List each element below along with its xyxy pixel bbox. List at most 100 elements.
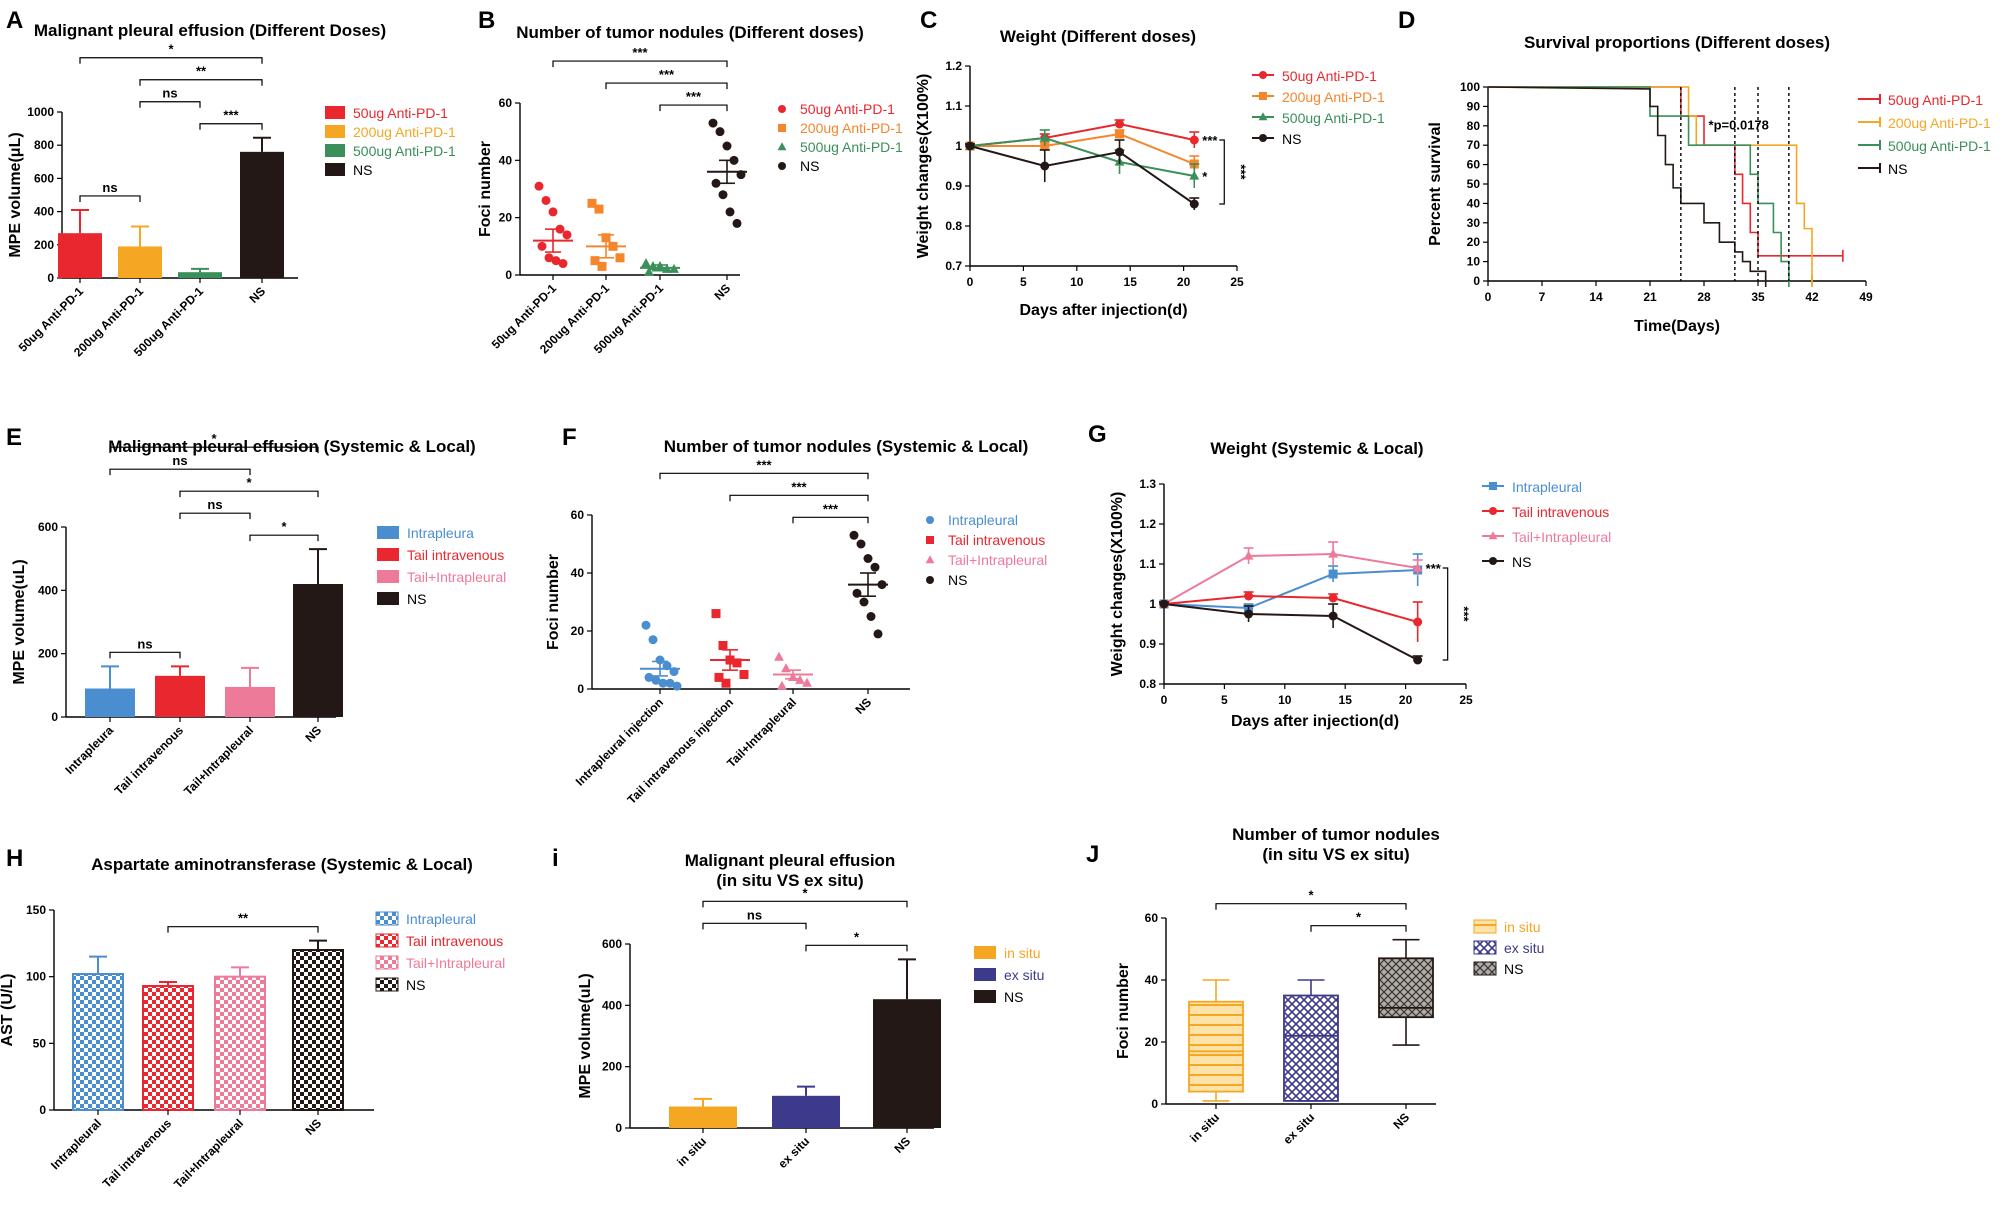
- bar: [72, 973, 124, 1111]
- x-tick-label: 15: [1124, 275, 1138, 289]
- x-tick-label: 0: [1485, 290, 1492, 304]
- x-axis-label: Days after injection(d): [1019, 302, 1187, 319]
- y-tick-label: 600: [34, 171, 54, 185]
- legend-label: ex situ: [1004, 967, 1044, 983]
- significance-label: ***: [632, 45, 648, 60]
- x-tick-label: NS: [302, 723, 324, 745]
- bar: [240, 151, 284, 278]
- significance-bracket: [79, 195, 141, 202]
- significance-label: ns: [207, 497, 222, 512]
- legend-swatch: [377, 570, 399, 583]
- significance-bracket: [792, 516, 869, 524]
- bar: [85, 688, 135, 717]
- x-tick-label: 25: [1230, 275, 1244, 289]
- data-point: [1115, 129, 1125, 139]
- legend-swatch: [325, 106, 345, 119]
- significance-label: ns: [137, 636, 152, 651]
- y-tick-label: 20: [1467, 235, 1481, 249]
- x-tick-label: 35: [1751, 290, 1765, 304]
- significance-bracket: [179, 490, 319, 498]
- significance-label: ***: [686, 89, 702, 104]
- legend-label: Tail+Intrapleural: [407, 569, 506, 585]
- legend-marker: [1488, 531, 1498, 540]
- chart-subtitle: (in situ VS ex situ): [716, 871, 863, 890]
- significance-label: ***: [659, 67, 675, 82]
- data-point: [1115, 119, 1125, 129]
- legend-label: 200ug Anti-PD-1: [1888, 115, 1991, 131]
- legend-swatch: [325, 144, 345, 157]
- legend-label: NS: [353, 162, 372, 178]
- x-tick-label: Tail intravenous: [100, 1116, 175, 1191]
- y-axis-label: Percent survival: [1427, 122, 1444, 246]
- y-tick-label: 0.7: [945, 259, 962, 273]
- chart-title: Weight (Different doses): [1000, 27, 1196, 46]
- data-point: [1159, 599, 1169, 609]
- significance-label: **: [196, 64, 207, 79]
- panel-letter: E: [6, 424, 22, 451]
- data-point: [965, 141, 975, 151]
- survival-curve: [1487, 86, 1767, 281]
- significance-bracket: [1442, 567, 1449, 661]
- data-point: [739, 670, 749, 679]
- y-tick-label: 50: [33, 1036, 47, 1050]
- data-point: [1189, 135, 1199, 145]
- legend-label: NS: [948, 572, 967, 588]
- data-point: [551, 256, 561, 266]
- y-tick-label: 1.1: [945, 99, 962, 113]
- legend-swatch: [377, 592, 399, 605]
- y-tick-label: 0.9: [945, 179, 962, 193]
- data-point: [774, 651, 784, 661]
- legend-label: NS: [1504, 961, 1523, 977]
- data-point: [711, 609, 721, 619]
- legend-swatch: [375, 933, 399, 948]
- y-tick-label: 0: [51, 710, 58, 724]
- y-tick-label: 20: [571, 624, 585, 638]
- data-point: [590, 256, 600, 266]
- legend-swatch: [325, 163, 345, 176]
- box: [1378, 938, 1434, 1046]
- legend-marker: [778, 105, 786, 113]
- x-tick-label: Tail+Intrapleural: [171, 1116, 246, 1191]
- x-axis-label: Time(Days): [1634, 318, 1720, 335]
- legend: 50ug Anti-PD-1 200ug Anti-PD-1 500ug Anti-…: [325, 105, 456, 178]
- significance-bracket: [1215, 903, 1407, 910]
- data-point: [562, 230, 572, 240]
- legend-label: 200ug Anti-PD-1: [353, 124, 456, 140]
- y-tick-label: 1.2: [945, 59, 962, 73]
- y-tick-label: 150: [26, 903, 46, 917]
- y-tick-label: 400: [38, 583, 58, 597]
- legend-label: NS: [406, 977, 425, 993]
- y-axis-label: Foci number: [545, 554, 562, 650]
- y-tick-label: 60: [499, 96, 513, 110]
- chart-title: Aspartate aminotransferase (Systemic & L…: [91, 855, 473, 874]
- panel-letter: G: [1088, 421, 1107, 448]
- data-point: [721, 678, 731, 688]
- panel-letter: B: [478, 7, 495, 34]
- bar: [155, 675, 205, 717]
- y-tick-label: 200: [602, 1060, 622, 1074]
- series: [965, 139, 1200, 210]
- legend-marker: [926, 576, 934, 584]
- data-point: [718, 190, 728, 200]
- y-axis: 0 200 400 600 MPE volume(uL): [577, 937, 631, 1135]
- x-tick-label: 42: [1805, 290, 1819, 304]
- legend-label: NS: [407, 591, 426, 607]
- data-point: [873, 629, 883, 639]
- chart-title: Malignant pleural effusion (Systemic & L…: [108, 437, 475, 456]
- y-tick-label: 30: [1467, 216, 1481, 230]
- y-tick-label: 600: [38, 520, 58, 534]
- y-tick-label: 20: [499, 211, 513, 225]
- legend: Intrapleural Tail intravenous Tail+Intrapl…: [375, 911, 505, 993]
- legend-label: 200ug Anti-PD-1: [800, 120, 903, 136]
- data-point: [849, 530, 859, 540]
- series-line: [1163, 552, 1418, 605]
- significance-label: ns: [172, 453, 187, 468]
- data-point: [708, 118, 718, 128]
- significance-bracket: [109, 446, 319, 454]
- y-tick-label: 40: [1467, 196, 1481, 210]
- legend-label: Tail intravenous: [406, 933, 503, 949]
- x-tick-label: 21: [1643, 290, 1657, 304]
- data-point: [558, 259, 568, 269]
